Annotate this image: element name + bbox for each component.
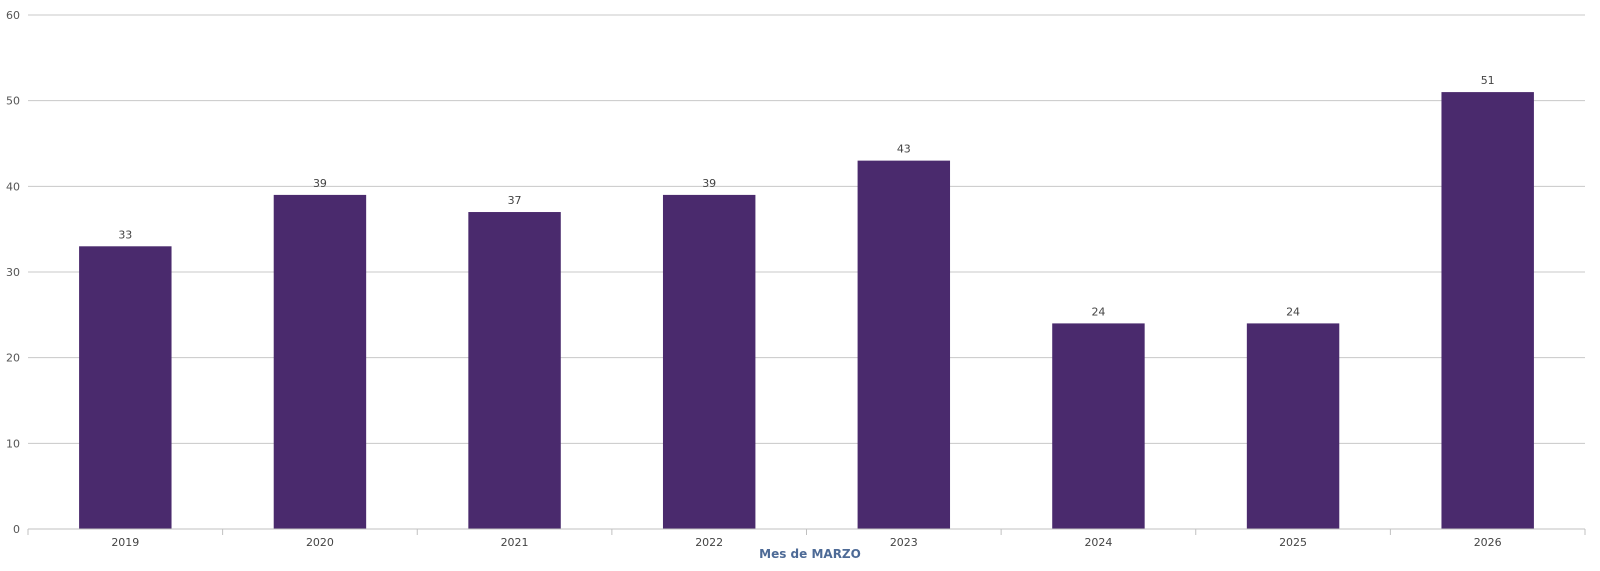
data-label-2020: 39 — [313, 177, 327, 190]
data-labels: 33 39 37 39 43 24 24 51 — [118, 74, 1494, 318]
y-tick-label-0: 0 — [13, 523, 20, 536]
bar-2020[interactable] — [273, 194, 367, 529]
y-tick-label-20: 20 — [6, 352, 20, 365]
y-tick-label-40: 40 — [6, 180, 20, 193]
bar-2026[interactable] — [1441, 92, 1534, 529]
x-tick-label-2024: 2024 — [1084, 536, 1112, 549]
bar-2019[interactable] — [79, 246, 172, 530]
bar-2022[interactable] — [662, 194, 756, 529]
y-axis: 0 10 20 30 40 50 60 — [6, 9, 20, 536]
x-tick-label-2026: 2026 — [1474, 536, 1502, 549]
data-label-2025: 24 — [1286, 305, 1300, 318]
data-label-2023: 43 — [897, 143, 911, 156]
y-tick-label-50: 50 — [6, 95, 20, 108]
data-label-2019: 33 — [118, 228, 132, 241]
x-tick-label-2019: 2019 — [111, 536, 139, 549]
x-tick-label-2025: 2025 — [1279, 536, 1307, 549]
x-axis-title: Mes de MARZO — [759, 547, 861, 561]
y-tick-label-10: 10 — [6, 437, 20, 450]
bar-2023[interactable] — [857, 160, 951, 529]
y-tick-label-30: 30 — [6, 266, 20, 279]
data-label-2021: 37 — [508, 194, 522, 207]
bar-2021[interactable] — [468, 212, 561, 530]
gridlines — [28, 14, 1585, 444]
data-label-2022: 39 — [702, 177, 716, 190]
x-tick-label-2021: 2021 — [501, 536, 529, 549]
x-axis: 2019 2020 2021 2022 2023 2024 2025 2026 — [27, 528, 1586, 549]
bars — [79, 92, 1534, 530]
data-label-2026: 51 — [1481, 74, 1495, 87]
data-label-2024: 24 — [1091, 305, 1105, 318]
y-tick-label-60: 60 — [6, 9, 20, 22]
x-tick-label-2022: 2022 — [695, 536, 723, 549]
bar-2025[interactable] — [1246, 323, 1340, 529]
x-tick-label-2023: 2023 — [890, 536, 918, 549]
x-tick-label-2020: 2020 — [306, 536, 334, 549]
bar-2024[interactable] — [1052, 323, 1145, 529]
